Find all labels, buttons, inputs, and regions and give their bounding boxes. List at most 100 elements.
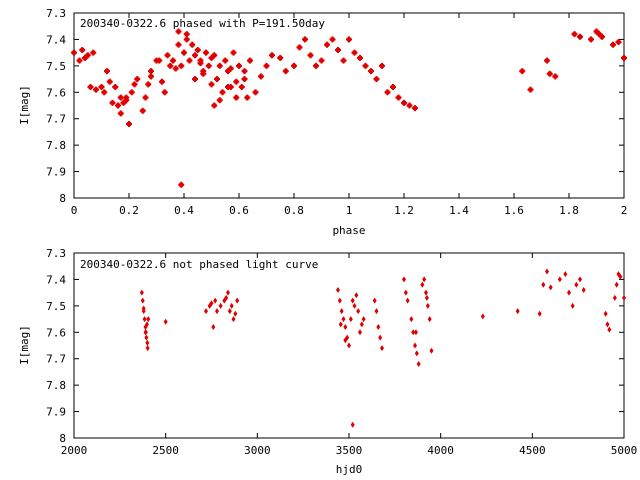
raw-y-tick-label: 7.9 [46, 406, 66, 419]
phased-data-point [156, 57, 163, 64]
raw-data-point [144, 321, 149, 328]
phased-data-point [134, 76, 141, 83]
phased-data-point [346, 36, 352, 43]
phased-data-point [263, 62, 270, 69]
raw-y-tick-label: 7.7 [46, 353, 66, 366]
phased-data-point [76, 57, 83, 64]
phased-data-point [610, 41, 616, 48]
phased-data-point [178, 62, 185, 69]
phased-data-point [208, 81, 215, 88]
raw-data-point [548, 284, 553, 291]
raw-data-point [218, 302, 223, 309]
phased-x-tick-label: 0.8 [284, 204, 304, 217]
raw-data-points [139, 268, 626, 428]
phased-data-point [211, 102, 218, 109]
raw-data-point [605, 321, 610, 328]
raw-data-point [376, 324, 381, 330]
phased-data-point [186, 57, 193, 64]
phased-data-point [183, 31, 190, 38]
phased-x-tick-label: 2 [621, 204, 628, 217]
phased-light-curve-panel: 0 0.2 0.4 0.6 0.8 1 1.2 1.4 1.6 1.8 2 7.3 7.4 7.5 7.6 7… [18, 7, 627, 237]
phased-data-point [148, 68, 154, 75]
phased-data-point [172, 65, 179, 72]
phased-data-point [379, 62, 385, 69]
phased-data-point [313, 62, 319, 69]
phased-data-point [401, 99, 407, 106]
raw-data-point [146, 316, 151, 323]
phased-axes-ticks: 0 0.2 0.4 0.6 0.8 1 1.2 1.4 1.6 1.8 2 7.3 7.4 7.5 7.6 7… [46, 7, 627, 217]
raw-data-point [374, 308, 379, 315]
phased-data-point [362, 62, 369, 69]
phased-data-point [373, 76, 380, 83]
phased-data-point [324, 41, 330, 48]
raw-data-point [145, 345, 150, 352]
raw-data-point [224, 294, 229, 301]
raw-x-tick-label: 3500 [336, 444, 363, 457]
phased-data-point [82, 54, 88, 61]
raw-data-point [427, 316, 432, 323]
raw-x-tick-label: 5000 [611, 444, 638, 457]
phased-data-point [577, 33, 583, 40]
phased-data-point [142, 94, 149, 101]
raw-chart-title: 200340-0322.6 not phased light curve [80, 258, 318, 271]
phased-data-point [161, 89, 168, 96]
phased-data-point [167, 62, 174, 69]
raw-data-point [416, 361, 421, 367]
phased-chart-title: 200340-0322.6 phased with P=191.50day [80, 17, 325, 30]
phased-data-point [244, 94, 251, 101]
raw-data-point [414, 350, 419, 357]
raw-data-point [557, 276, 562, 283]
phased-data-point [269, 52, 275, 59]
phased-data-point [192, 52, 198, 59]
phased-data-point [120, 99, 127, 106]
phased-data-point [296, 44, 303, 51]
phased-data-point [208, 54, 215, 61]
phased-data-point [519, 68, 526, 75]
phased-data-point [170, 57, 176, 64]
phased-x-tick-label: 1 [346, 204, 353, 217]
raw-y-tick-label: 7.6 [46, 326, 66, 339]
raw-y-axis-label: I[mag] [18, 325, 31, 365]
raw-data-point [622, 294, 626, 301]
phased-data-point [71, 49, 77, 56]
phased-data-point [252, 89, 259, 96]
raw-data-point [233, 310, 238, 317]
raw-data-point [515, 308, 520, 315]
phased-data-point [340, 57, 347, 64]
phased-data-point [307, 52, 314, 59]
raw-data-point [140, 297, 145, 304]
raw-data-point [380, 345, 384, 352]
phased-data-point [225, 84, 231, 90]
raw-x-tick-label: 2000 [61, 444, 88, 457]
phased-data-point [233, 78, 240, 85]
phased-data-point [222, 57, 229, 64]
raw-data-point [570, 302, 575, 309]
phased-data-point [194, 47, 201, 53]
phased-data-point [117, 94, 124, 101]
phased-x-tick-label: 0.4 [174, 204, 194, 217]
raw-data-point [420, 281, 425, 288]
raw-data-point [603, 310, 608, 317]
phased-data-point [406, 102, 413, 109]
raw-data-point [607, 326, 612, 333]
phased-data-point [258, 73, 264, 80]
phased-x-tick-label: 0 [71, 204, 78, 217]
raw-data-point [581, 287, 586, 293]
phased-data-point [87, 84, 94, 90]
phased-data-point [621, 54, 627, 61]
phased-data-point [200, 70, 207, 77]
raw-data-point [563, 271, 568, 278]
raw-data-point [141, 305, 146, 312]
raw-data-point [413, 342, 417, 349]
raw-data-point [545, 268, 549, 275]
phased-data-point [216, 97, 223, 104]
raw-data-point [372, 297, 377, 304]
phased-data-point [241, 76, 248, 83]
phased-data-point [329, 36, 336, 43]
raw-data-point [226, 289, 230, 296]
phased-data-point [571, 31, 578, 38]
raw-x-axis-label: hjd0 [336, 463, 363, 476]
raw-data-point [211, 324, 216, 330]
raw-data-point [612, 294, 617, 301]
